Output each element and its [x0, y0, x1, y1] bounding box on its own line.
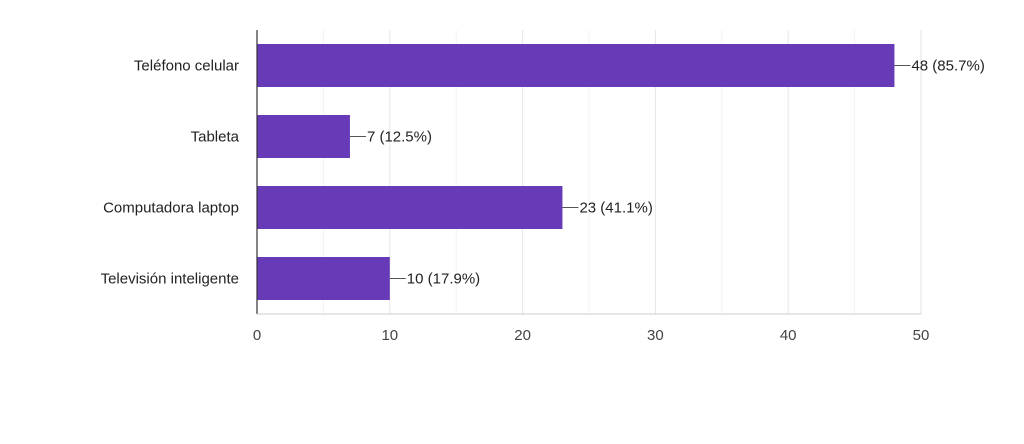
x-tick-label: 50	[913, 327, 930, 344]
x-tick-label: 20	[514, 327, 531, 344]
x-tick-label: 0	[253, 327, 261, 344]
x-tick-label: 40	[780, 327, 797, 344]
x-tick-label: 30	[647, 327, 664, 344]
data-label: 10 (17.9%)	[407, 271, 480, 288]
x-tick-label: 10	[381, 327, 398, 344]
labels: 48 (85.7%) Teléfono celular 7 (12.5%) Table…	[101, 58, 985, 345]
bar	[257, 186, 563, 229]
bar	[257, 115, 350, 158]
data-label: 23 (41.1%)	[579, 200, 652, 217]
data-label: 7 (12.5%)	[367, 129, 432, 146]
bar	[257, 44, 895, 87]
category-label: Computadora laptop	[103, 200, 239, 217]
data-label: 48 (85.7%)	[911, 58, 984, 75]
category-label: Televisión inteligente	[101, 271, 239, 288]
category-label: Tableta	[191, 129, 240, 146]
bar	[257, 257, 390, 300]
bars	[257, 44, 895, 300]
category-label: Teléfono celular	[134, 58, 239, 75]
axes	[256, 30, 921, 315]
